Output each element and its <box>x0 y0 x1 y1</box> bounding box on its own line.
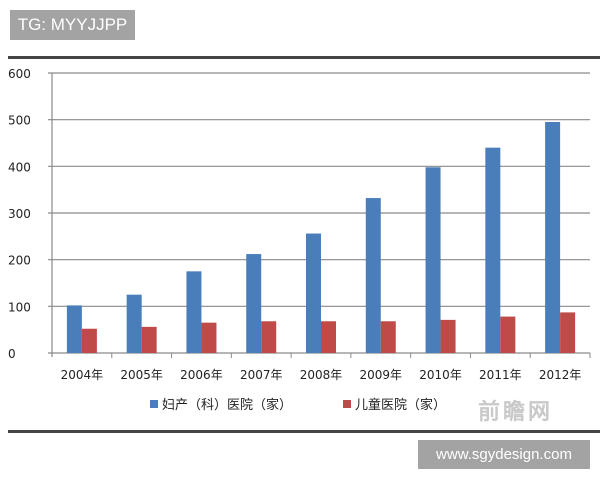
bar-children <box>141 326 157 353</box>
bar-maternity <box>425 167 441 353</box>
bottom-divider <box>8 430 600 433</box>
bar-children <box>440 319 456 353</box>
y-tick-label: 200 <box>8 254 31 268</box>
x-tick-label: 2008年 <box>300 368 343 382</box>
bar-maternity <box>545 122 561 353</box>
bar-children <box>500 316 516 353</box>
y-tick-label: 0 <box>8 347 16 361</box>
y-tick-label: 500 <box>8 114 31 128</box>
x-tick-label: 2007年 <box>240 368 283 382</box>
bar-maternity <box>66 305 82 353</box>
bar-maternity <box>365 198 381 353</box>
bar-maternity <box>126 294 142 353</box>
legend-swatch <box>343 400 351 408</box>
bar-children <box>261 321 277 353</box>
bar-maternity <box>306 233 321 353</box>
bar-children <box>81 328 97 353</box>
x-tick-label: 2004年 <box>61 368 104 382</box>
bar-children <box>560 312 576 353</box>
y-tick-label: 300 <box>8 207 31 221</box>
watermark-logo: 前瞻网 <box>478 400 554 425</box>
tag-label: TG: MYYJJPP <box>10 10 135 40</box>
x-tick-label: 2012年 <box>539 368 582 382</box>
top-divider <box>8 56 600 59</box>
legend-swatch <box>150 400 158 408</box>
x-tick-label: 2006年 <box>180 368 223 382</box>
legend-label: 儿童医院（家） <box>355 397 446 413</box>
y-tick-label: 400 <box>8 160 31 174</box>
x-tick-label: 2009年 <box>360 368 403 382</box>
bar-maternity <box>485 147 501 353</box>
x-tick-label: 2011年 <box>479 368 522 382</box>
x-tick-label: 2010年 <box>419 368 462 382</box>
bar-maternity <box>186 271 202 353</box>
bar-children <box>380 321 396 353</box>
legend-label: 妇产（科）医院（家） <box>162 397 292 413</box>
site-label: www.sgydesign.com <box>418 440 590 469</box>
x-tick-label: 2005年 <box>120 368 163 382</box>
bar-children <box>201 322 217 353</box>
bar-children <box>321 321 336 353</box>
bar-maternity <box>246 254 262 353</box>
y-tick-label: 600 <box>8 67 31 81</box>
y-tick-label: 100 <box>8 300 31 314</box>
